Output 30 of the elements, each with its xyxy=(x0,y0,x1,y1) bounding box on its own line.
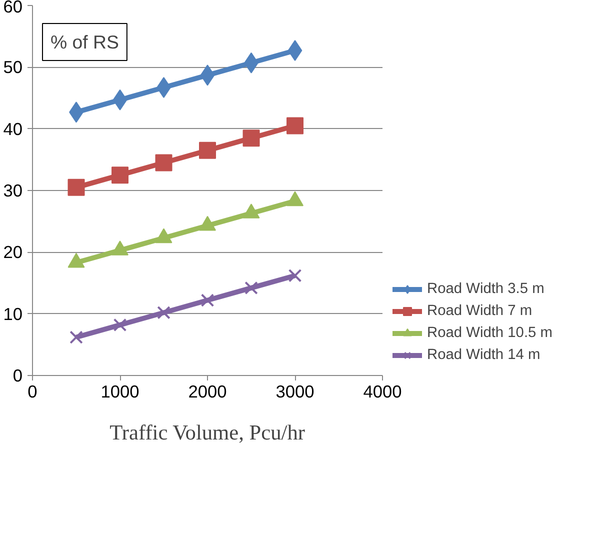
point xyxy=(68,178,85,196)
x-tick-label: 1000 xyxy=(100,382,140,402)
x-axis-title: Traffic Volume, Pcu/hr xyxy=(110,420,305,444)
y-tick-label: 40 xyxy=(3,118,23,139)
point xyxy=(200,294,214,307)
legend-label: Road Width 3.5 m xyxy=(427,281,544,297)
legend-label: Road Width 7 m xyxy=(427,303,532,319)
x-tick-label: 0 xyxy=(28,382,38,402)
legend-label: Road Width 14 m xyxy=(427,347,540,363)
point xyxy=(70,330,83,344)
legend-label: Road Width 10.5 m xyxy=(427,325,552,341)
point xyxy=(112,166,128,184)
y-tick-label: 60 xyxy=(3,0,23,16)
point xyxy=(288,268,302,282)
point xyxy=(113,318,127,332)
x-tick-label: 3000 xyxy=(276,382,314,402)
point xyxy=(244,281,258,295)
point xyxy=(157,306,170,320)
y-tick-label: 50 xyxy=(3,57,23,78)
y-tick-label: 0 xyxy=(12,366,23,386)
point xyxy=(286,117,304,134)
y-tick-label: 30 xyxy=(3,180,23,200)
y-tick-label: 10 xyxy=(3,304,23,324)
point xyxy=(155,154,172,172)
y-axis-title: % of RS xyxy=(50,32,119,52)
point xyxy=(199,142,216,159)
x-tick-label: 2000 xyxy=(188,382,227,402)
x-tick-label: 4000 xyxy=(363,382,402,402)
y-tick-label: 20 xyxy=(3,242,23,262)
point xyxy=(242,130,260,147)
